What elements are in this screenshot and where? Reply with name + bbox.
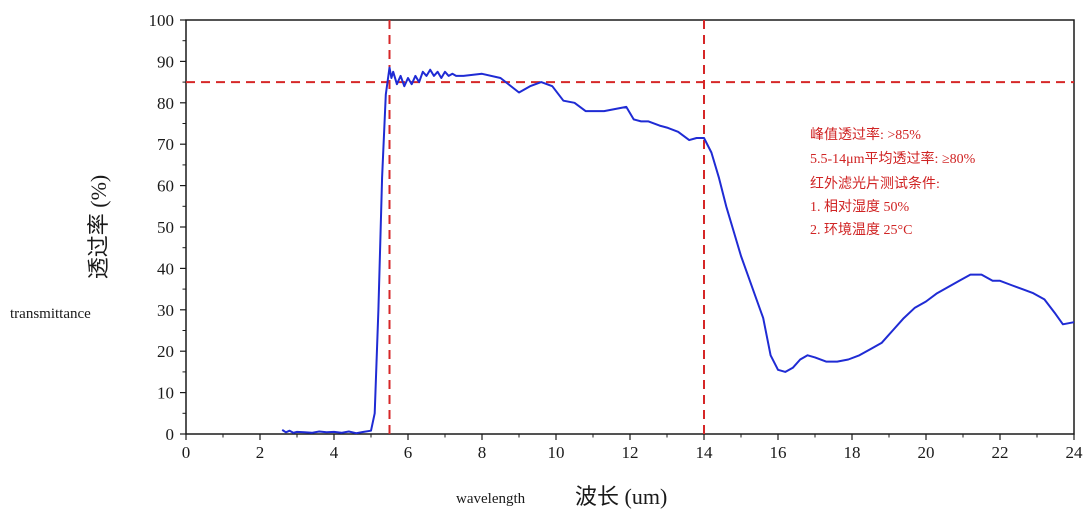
y-tick-label: 80 xyxy=(157,94,174,113)
x-tick-label: 10 xyxy=(548,443,565,462)
x-tick-label: 24 xyxy=(1066,443,1084,462)
x-tick-label: 20 xyxy=(918,443,935,462)
y-tick-label: 90 xyxy=(157,52,174,71)
y-tick-label: 100 xyxy=(149,11,175,30)
tick-group: 0 2 4 6 8 10 12 14 16 18 20 22 240102030405060708090… xyxy=(149,11,1084,462)
y-tick-label: 20 xyxy=(157,342,174,361)
x-tick-label: 16 xyxy=(770,443,787,462)
x-tick-label: 0 xyxy=(182,443,191,462)
annotation-block: 峰值透过率: >85% 5.5-14μm平均透过率: ≥80% 红外滤光片测试条… xyxy=(810,126,976,238)
y-tick-label: 70 xyxy=(157,135,174,154)
y-tick-label: 0 xyxy=(166,425,175,444)
transmittance-curve xyxy=(281,66,1075,435)
x-axis-title: 波长 (um) xyxy=(575,484,667,509)
annotation-temperature: 2. 环境温度 25°C xyxy=(810,222,912,238)
y-axis-title: 透过率 (%) xyxy=(86,175,111,279)
x-tick-label: 8 xyxy=(478,443,487,462)
x-tick-label: 6 xyxy=(404,443,413,462)
y-axis-english-label: transmittance xyxy=(10,306,91,322)
x-tick-label: 12 xyxy=(622,443,639,462)
x-tick-label: 22 xyxy=(992,443,1009,462)
x-tick-label: 14 xyxy=(696,443,714,462)
annotation-conditions-title: 红外滤光片测试条件: xyxy=(810,175,940,192)
x-tick-label: 2 xyxy=(256,443,265,462)
y-tick-label: 60 xyxy=(157,177,174,196)
x-tick-label: 4 xyxy=(330,443,339,462)
annotation-peak: 峰值透过率: >85% xyxy=(810,126,921,143)
reference-lines xyxy=(186,20,1074,434)
y-tick-label: 10 xyxy=(157,384,174,403)
x-tick-label: 18 xyxy=(844,443,861,462)
annotation-average: 5.5-14μm平均透过率: ≥80% xyxy=(810,150,976,167)
y-tick-label: 50 xyxy=(157,218,174,237)
y-tick-label: 30 xyxy=(157,301,174,320)
y-tick-label: 40 xyxy=(157,259,174,278)
annotation-humidity: 1. 相对湿度 50% xyxy=(810,199,909,215)
x-axis-english-label: wavelength xyxy=(456,491,526,507)
